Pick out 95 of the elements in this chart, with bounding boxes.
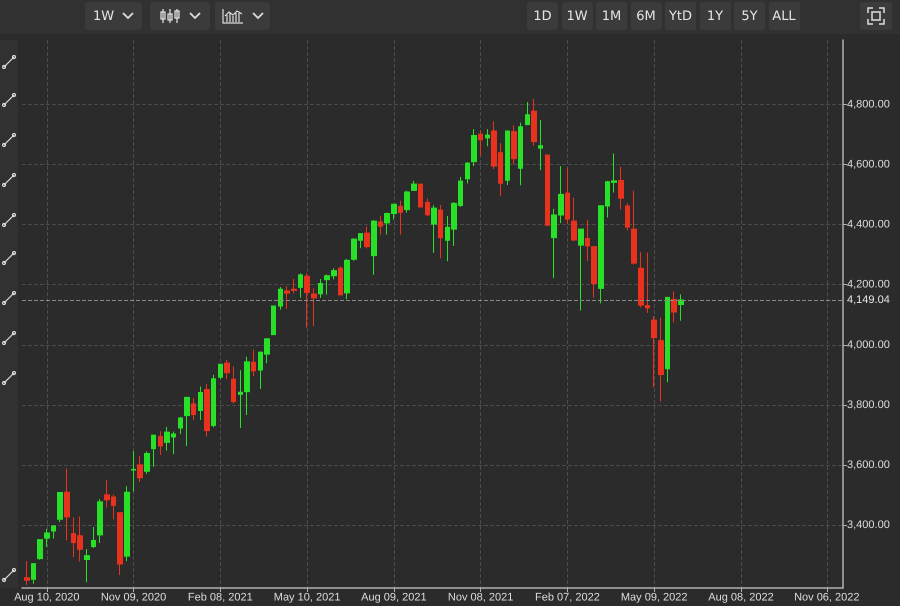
candlestick [431, 204, 437, 254]
candlestick [364, 226, 370, 249]
candlestick [465, 162, 470, 184]
candlestick [178, 416, 183, 434]
text: 1W [562, 2, 592, 30]
candlestick [571, 197, 577, 242]
candlestick [44, 528, 50, 548]
y-tick-label: 4,000.00 [847, 338, 890, 351]
candlestick [505, 130, 510, 186]
candlestick [511, 124, 517, 166]
candlestick [151, 434, 156, 468]
candlestick [678, 294, 684, 322]
text: 1Y [700, 2, 730, 30]
x-tick-label: Nov 08, 2021 [448, 592, 514, 604]
candlestick [158, 430, 163, 456]
candlestick [438, 204, 443, 259]
candlestick [218, 363, 223, 380]
candlestick [398, 200, 403, 236]
text: 1D [527, 2, 558, 30]
candlestick [191, 397, 196, 420]
candlestick [37, 538, 43, 560]
text: YtD [665, 2, 696, 30]
candlestick [57, 492, 63, 522]
x-tick-label: Feb 07, 2022 [535, 592, 600, 604]
y-tick-label: 4,600.00 [847, 158, 890, 171]
x-tick-label: Aug 10, 2020 [14, 592, 80, 604]
candlestick [91, 526, 96, 549]
candlestick [525, 102, 530, 126]
candlestick [204, 383, 210, 438]
candlestick [658, 316, 664, 402]
x-tick-label: May 10, 2021 [274, 592, 340, 604]
y-tick-label: 4,200.00 [847, 278, 890, 291]
candlestick [671, 290, 677, 324]
candlestick [211, 374, 216, 428]
x-tick-label: Aug 09, 2021 [361, 592, 427, 604]
text: 5Y [734, 2, 765, 30]
text: 1W [92, 8, 114, 24]
candlestick [224, 359, 230, 380]
text: 6M [630, 2, 662, 30]
candlestick [318, 278, 323, 298]
candlestick [278, 286, 283, 310]
candlestick [531, 98, 537, 146]
candlestick [665, 296, 670, 383]
text: ALL [768, 2, 800, 30]
candlestick [578, 228, 584, 312]
candlestick [631, 190, 637, 266]
candlestick [31, 562, 36, 584]
candlestick [538, 119, 543, 171]
candlestick [565, 167, 570, 225]
candlestick [371, 220, 377, 276]
ref-line-label: 4,149.04 [847, 294, 890, 306]
candlestick [137, 456, 143, 483]
y-tick-label: 4,400.00 [847, 218, 890, 231]
candlestick [418, 183, 423, 208]
x-tick-label: Aug 08, 2022 [708, 592, 774, 604]
candlestick [304, 272, 310, 328]
candlestick [618, 166, 624, 210]
text: 1M [596, 2, 627, 30]
y-tick-label: 3,400.00 [847, 518, 890, 531]
candlestick [478, 130, 483, 156]
y-tick-label: 3,800.00 [847, 398, 890, 411]
candlestick [411, 180, 417, 192]
x-tick-label: Nov 09, 2020 [100, 592, 166, 604]
candlestick [231, 366, 236, 404]
candlestick [378, 215, 383, 236]
candlestick [344, 258, 350, 300]
candlestick [117, 512, 123, 576]
y-tick-label: 3,600.00 [847, 458, 890, 471]
candlestick [625, 202, 630, 231]
candlestick [97, 498, 103, 544]
candlestick [425, 198, 430, 217]
candlestick [184, 396, 190, 446]
candlestick [144, 450, 150, 474]
x-tick-label: Feb 08, 2021 [188, 592, 253, 604]
candlestick [298, 272, 303, 298]
candlestick [471, 128, 477, 167]
candlestick [124, 486, 130, 562]
candlestick [651, 316, 657, 388]
x-tick-label: May 09, 2022 [620, 592, 688, 604]
candlestick [485, 128, 490, 147]
candlestick [338, 266, 343, 296]
candlestick [24, 560, 30, 586]
candlestick [251, 349, 256, 377]
y-tick-label: 4,800.00 [847, 98, 890, 111]
candlestick [131, 450, 136, 492]
candlestick [518, 122, 523, 186]
candlestick [64, 468, 70, 541]
candlestick [198, 386, 203, 420]
x-tick-label: Nov 06, 2022 [794, 592, 860, 604]
candlestick [545, 154, 550, 227]
candlestick [311, 288, 317, 327]
candlestick [84, 548, 90, 583]
candlestick [271, 305, 276, 336]
candlestick [51, 524, 56, 540]
candlestick [404, 190, 410, 214]
